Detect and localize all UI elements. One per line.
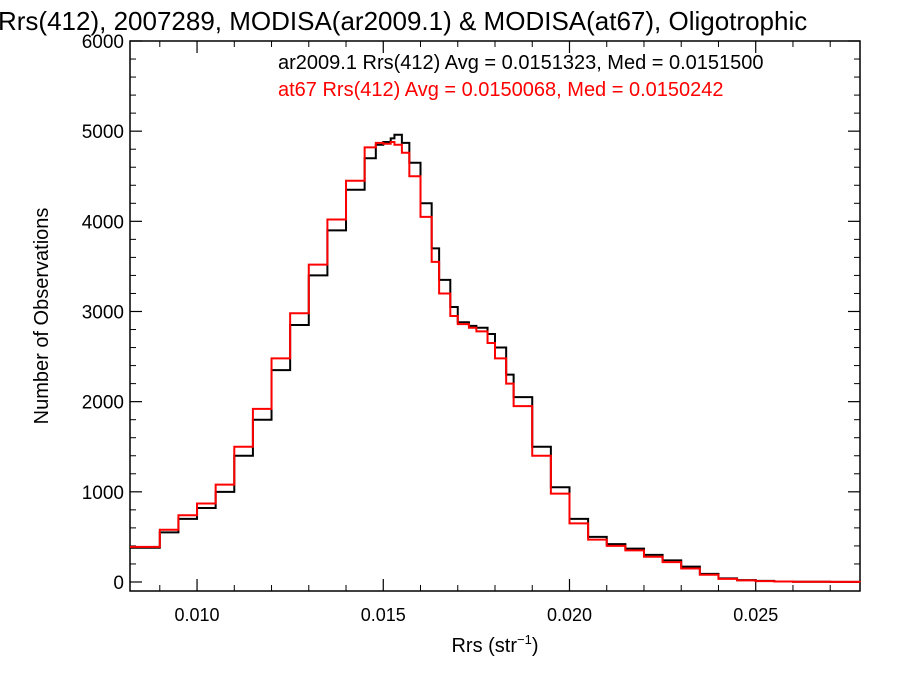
series-layer: [130, 133, 861, 583]
legend-entry-at67: at67 Rrs(412) Avg = 0.0150068, Med = 0.0…: [278, 79, 724, 101]
y-tick-label: 4000: [82, 212, 124, 233]
x-axis-label-main: Rrs (str: [451, 635, 517, 657]
x-tick-label: 0.025: [733, 605, 778, 625]
y-tick-label: 5000: [82, 122, 124, 143]
x-tick-label: 0.010: [175, 605, 220, 625]
x-axis-label-superscript: −1: [517, 632, 532, 647]
x-tick-label: 0.015: [361, 605, 406, 625]
series-line-at67: [130, 140, 861, 583]
chart-title: Rrs(412), 2007289, MODISA(ar2009.1) & MO…: [0, 6, 807, 36]
y-tick-label: 6000: [82, 32, 124, 53]
y-tick-label: 2000: [82, 393, 124, 414]
y-axis-label: Number of Observations: [31, 208, 53, 425]
x-axis-label-close: ): [532, 635, 539, 657]
x-axis-label: Rrs (str−1): [451, 632, 538, 657]
y-tick-label: 1000: [82, 483, 124, 504]
y-axis: 0 1000 2000 3000 4000 5000 6000: [82, 32, 860, 594]
x-tick-label: 0.020: [547, 605, 592, 625]
legend-entry-ar2009: ar2009.1 Rrs(412) Avg = 0.0151323, Med =…: [278, 52, 764, 74]
plot-frame: [129, 40, 861, 592]
y-tick-label: 3000: [82, 302, 124, 323]
y-tick-label: 0: [113, 573, 124, 594]
x-axis: 0.010 0.015 0.020 0.025: [159, 41, 831, 625]
